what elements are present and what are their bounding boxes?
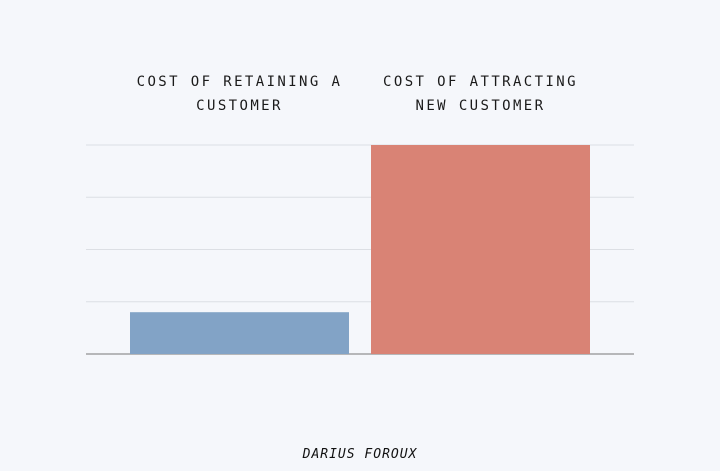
credit: DARIUS FOROUX [302,447,418,462]
category-label: COST OF RETAINING A CUSTOMER [136,74,343,114]
bar [130,312,349,354]
category-label: COST OF ATTRACTING NEW CUSTOMER [383,74,578,114]
bar [371,145,590,354]
